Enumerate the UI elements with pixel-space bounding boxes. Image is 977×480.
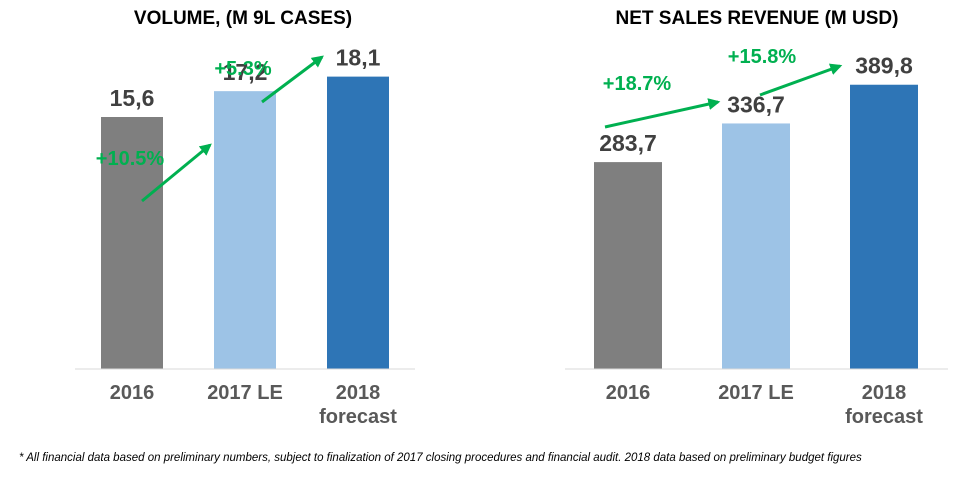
chart-2: NET SALES REVENUE (M USD) 283,7 2016 336,7 2…	[565, 8, 948, 428]
category-label: forecast	[319, 406, 397, 428]
bar-2016	[101, 117, 163, 369]
growth-arrow	[759, 63, 843, 97]
category-label: forecast	[845, 406, 923, 428]
value-label: 18,1	[336, 45, 381, 71]
growth-label: +5.3%	[214, 58, 271, 80]
category-label: 2018	[336, 382, 381, 404]
growth-arrow	[141, 143, 212, 203]
chart-title: VOLUME, (M 9L CASES)	[134, 8, 352, 29]
growth-label: +18.7%	[603, 73, 672, 95]
category-label: 2018	[862, 382, 907, 404]
growth-arrow	[261, 55, 324, 104]
value-label: 389,8	[855, 53, 913, 79]
charts-canvas: VOLUME, (M 9L CASES) 15,6 2016 17,2 2017 LE 1…	[75, 8, 948, 428]
growth-label: +15.8%	[728, 46, 797, 68]
bar-2018-forecast	[850, 84, 918, 370]
footnote: * All financial data based on preliminar…	[19, 452, 862, 464]
category-label: 2017 LE	[718, 382, 794, 404]
value-label: 17,2	[223, 59, 268, 85]
category-label: 2016	[110, 382, 155, 404]
chart-title: NET SALES REVENUE (M USD)	[616, 8, 899, 29]
bar-2017-le	[214, 91, 276, 370]
growth-label: +10.5%	[96, 148, 165, 170]
category-label: 2017 LE	[207, 382, 283, 404]
chart-1: VOLUME, (M 9L CASES) 15,6 2016 17,2 2017 LE 1…	[75, 8, 415, 428]
bar-2018-forecast	[327, 76, 389, 369]
value-label: 15,6	[110, 85, 155, 111]
bar-2017-le	[722, 123, 790, 369]
category-label: 2016	[606, 382, 651, 404]
growth-arrow	[604, 98, 721, 129]
bar-2016	[594, 162, 662, 369]
value-label: 336,7	[727, 91, 785, 117]
value-label: 283,7	[599, 130, 657, 156]
